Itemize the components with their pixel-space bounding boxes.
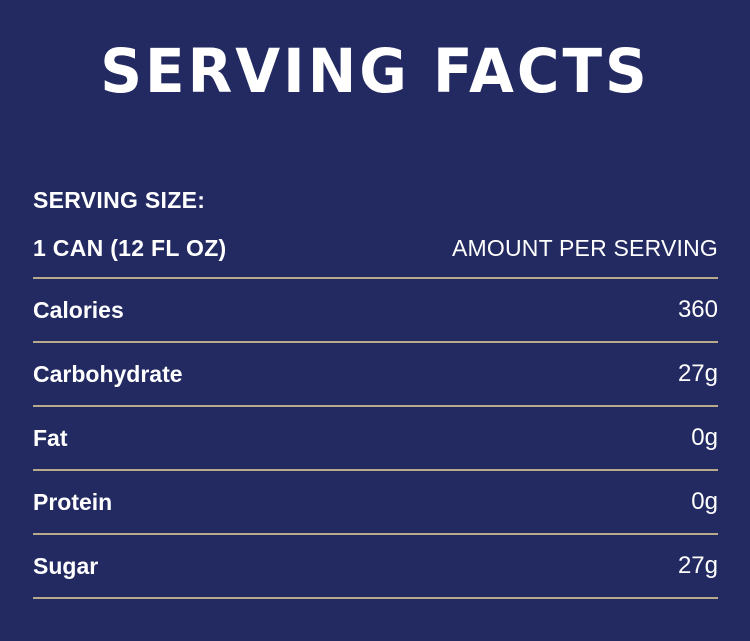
nutrient-value: 27g — [677, 552, 718, 579]
nutrient-name: Sugar — [33, 552, 99, 579]
nutrient-value: 27g — [677, 360, 718, 387]
serving-header-row: 1 CAN (12 FL OZ) AMOUNT PER SERVING — [33, 222, 718, 279]
nutrient-row-carbohydrate: Carbohydrate 27g — [33, 343, 718, 407]
nutrient-name: Calories — [33, 296, 124, 323]
page-title: SERVING FACTS — [100, 35, 650, 107]
nutrient-row-sugar: Sugar 27g — [33, 535, 718, 599]
nutrient-value: 0g — [691, 424, 718, 451]
nutrient-row-calories: Calories 360 — [33, 279, 718, 343]
serving-size-value: 1 CAN (12 FL OZ) — [33, 235, 227, 261]
nutrient-name: Protein — [33, 488, 113, 515]
nutrient-row-protein: Protein 0g — [33, 471, 718, 535]
nutrient-name: Fat — [33, 424, 68, 451]
nutrient-value: 360 — [677, 296, 718, 323]
nutrient-value: 0g — [691, 488, 718, 515]
serving-size-label: SERVING SIZE: — [33, 187, 206, 213]
amount-per-serving-label: AMOUNT PER SERVING — [451, 235, 718, 261]
nutrient-row-fat: Fat 0g — [33, 407, 718, 471]
nutrient-name: Carbohydrate — [33, 360, 183, 387]
serving-facts-table: SERVING SIZE: 1 CAN (12 FL OZ) AMOUNT PE… — [33, 178, 718, 599]
